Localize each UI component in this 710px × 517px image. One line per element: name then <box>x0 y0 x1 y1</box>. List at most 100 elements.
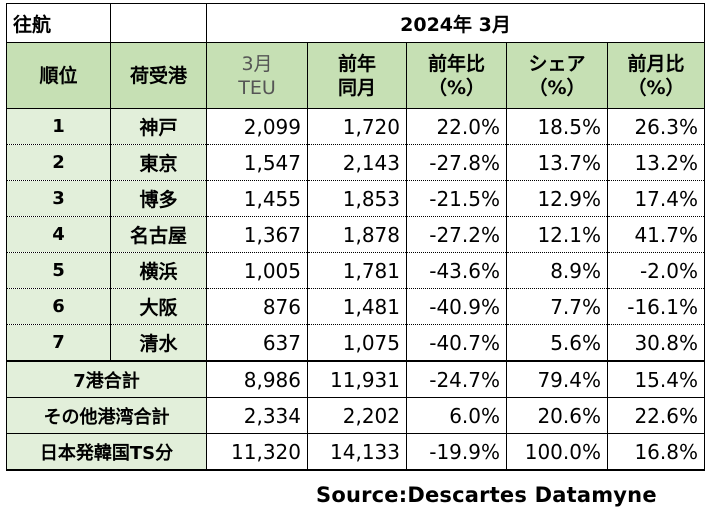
table-row: 5 横浜 1,005 1,781 -43.6% 8.9% -2.0% <box>6 252 705 289</box>
port-cell: 博多 <box>110 180 207 217</box>
teu-cell: 1,547 <box>206 144 308 181</box>
mom-cell: 17.4% <box>607 180 705 217</box>
table-row: 6 大阪 876 1,481 -40.9% 7.7% -16.1% <box>6 288 705 325</box>
direction-label: 往航 <box>6 3 111 43</box>
mom-cell: 30.8% <box>607 324 705 362</box>
port-cell: 横浜 <box>110 252 207 289</box>
yoy-cell: -40.7% <box>406 324 507 362</box>
title-blank-cell <box>110 3 207 43</box>
share-cell: 12.1% <box>506 216 608 253</box>
total-row-7-ports: 7港合計 8,986 11,931 -24.7% 79.4% 15.4% <box>6 360 705 398</box>
teu-cell: 1,367 <box>206 216 308 253</box>
yoy-cell: -19.9% <box>406 433 507 471</box>
teu-cell: 11,320 <box>206 433 308 471</box>
share-cell: 7.7% <box>506 288 608 325</box>
header-prev: 前年 同月 <box>307 42 407 109</box>
teu-cell: 8,986 <box>206 360 308 398</box>
prev-cell: 1,075 <box>307 324 407 362</box>
yoy-cell: -21.5% <box>406 180 507 217</box>
header-yoy-line2: （%） <box>427 76 486 99</box>
header-share-line1: シェア <box>528 52 586 75</box>
total-label: 日本発韓国TS分 <box>6 433 207 471</box>
teu-cell: 2,099 <box>206 108 308 145</box>
header-rank: 順位 <box>6 42 111 109</box>
header-mom: 前月比 （%） <box>607 42 705 109</box>
share-cell: 12.9% <box>506 180 608 217</box>
period-label: 2024年 3月 <box>206 3 705 43</box>
rank-cell: 2 <box>6 144 111 181</box>
header-port: 荷受港 <box>110 42 207 109</box>
port-ranking-table: 往航 2024年 3月 順位 荷受港 3月 TEU 前年 同月 前年比 （%） … <box>6 3 705 471</box>
header-row: 順位 荷受港 3月 TEU 前年 同月 前年比 （%） シェア （%） 前月比 … <box>6 42 705 109</box>
header-prev-line2: 同月 <box>337 76 376 99</box>
share-cell: 79.4% <box>506 360 608 398</box>
rank-cell: 4 <box>6 216 111 253</box>
share-cell: 100.0% <box>506 433 608 471</box>
yoy-cell: -27.8% <box>406 144 507 181</box>
header-share: シェア （%） <box>506 42 608 109</box>
teu-cell: 1,005 <box>206 252 308 289</box>
teu-cell: 637 <box>206 324 308 362</box>
rank-cell: 7 <box>6 324 111 362</box>
yoy-cell: 22.0% <box>406 108 507 145</box>
header-teu: 3月 TEU <box>206 42 308 109</box>
header-mom-line1: 前月比 <box>627 52 685 75</box>
total-row-other-ports: その他港湾合計 2,334 2,202 6.0% 20.6% 22.6% <box>6 397 705 434</box>
mom-cell: 16.8% <box>607 433 705 471</box>
table-row: 3 博多 1,455 1,853 -21.5% 12.9% 17.4% <box>6 180 705 217</box>
rank-cell: 1 <box>6 108 111 145</box>
mom-cell: -16.1% <box>607 288 705 325</box>
header-yoy-line1: 前年比 <box>427 52 485 75</box>
header-share-line2: （%） <box>528 76 586 99</box>
yoy-cell: -24.7% <box>406 360 507 398</box>
yoy-cell: -40.9% <box>406 288 507 325</box>
rank-cell: 5 <box>6 252 111 289</box>
mom-cell: -2.0% <box>607 252 705 289</box>
total-label: その他港湾合計 <box>6 397 207 434</box>
teu-cell: 1,455 <box>206 180 308 217</box>
table-row: 7 清水 637 1,075 -40.7% 5.6% 30.8% <box>6 324 705 362</box>
yoy-cell: 6.0% <box>406 397 507 434</box>
share-cell: 5.6% <box>506 324 608 362</box>
yoy-cell: -43.6% <box>406 252 507 289</box>
prev-cell: 11,931 <box>307 360 407 398</box>
prev-cell: 1,853 <box>307 180 407 217</box>
port-cell: 大阪 <box>110 288 207 325</box>
header-yoy: 前年比 （%） <box>406 42 507 109</box>
share-cell: 13.7% <box>506 144 608 181</box>
rank-cell: 3 <box>6 180 111 217</box>
total-label: 7港合計 <box>6 360 207 398</box>
table-row: 2 東京 1,547 2,143 -27.8% 13.7% 13.2% <box>6 144 705 181</box>
yoy-cell: -27.2% <box>406 216 507 253</box>
mom-cell: 15.4% <box>607 360 705 398</box>
teu-cell: 2,334 <box>206 397 308 434</box>
prev-cell: 1,481 <box>307 288 407 325</box>
prev-cell: 1,878 <box>307 216 407 253</box>
source-credit: Source:Descartes Datamyne <box>316 483 657 507</box>
teu-cell: 876 <box>206 288 308 325</box>
table-row: 4 名古屋 1,367 1,878 -27.2% 12.1% 41.7% <box>6 216 705 253</box>
mom-cell: 41.7% <box>607 216 705 253</box>
share-cell: 18.5% <box>506 108 608 145</box>
share-cell: 20.6% <box>506 397 608 434</box>
share-cell: 8.9% <box>506 252 608 289</box>
port-cell: 神戸 <box>110 108 207 145</box>
prev-cell: 14,133 <box>307 433 407 471</box>
table-row: 1 神戸 2,099 1,720 22.0% 18.5% 26.3% <box>6 108 705 145</box>
header-teu-line2: TEU <box>238 76 276 99</box>
port-cell: 名古屋 <box>110 216 207 253</box>
prev-cell: 2,143 <box>307 144 407 181</box>
mom-cell: 13.2% <box>607 144 705 181</box>
port-cell: 東京 <box>110 144 207 181</box>
port-cell: 清水 <box>110 324 207 362</box>
rank-cell: 6 <box>6 288 111 325</box>
title-row: 往航 2024年 3月 <box>6 3 705 43</box>
mom-cell: 26.3% <box>607 108 705 145</box>
prev-cell: 1,720 <box>307 108 407 145</box>
prev-cell: 2,202 <box>307 397 407 434</box>
prev-cell: 1,781 <box>307 252 407 289</box>
header-teu-line1: 3月 <box>241 52 273 75</box>
header-prev-line1: 前年 <box>337 52 376 75</box>
total-row-grand: 日本発韓国TS分 11,320 14,133 -19.9% 100.0% 16.… <box>6 433 705 471</box>
header-mom-line2: （%） <box>627 76 685 99</box>
